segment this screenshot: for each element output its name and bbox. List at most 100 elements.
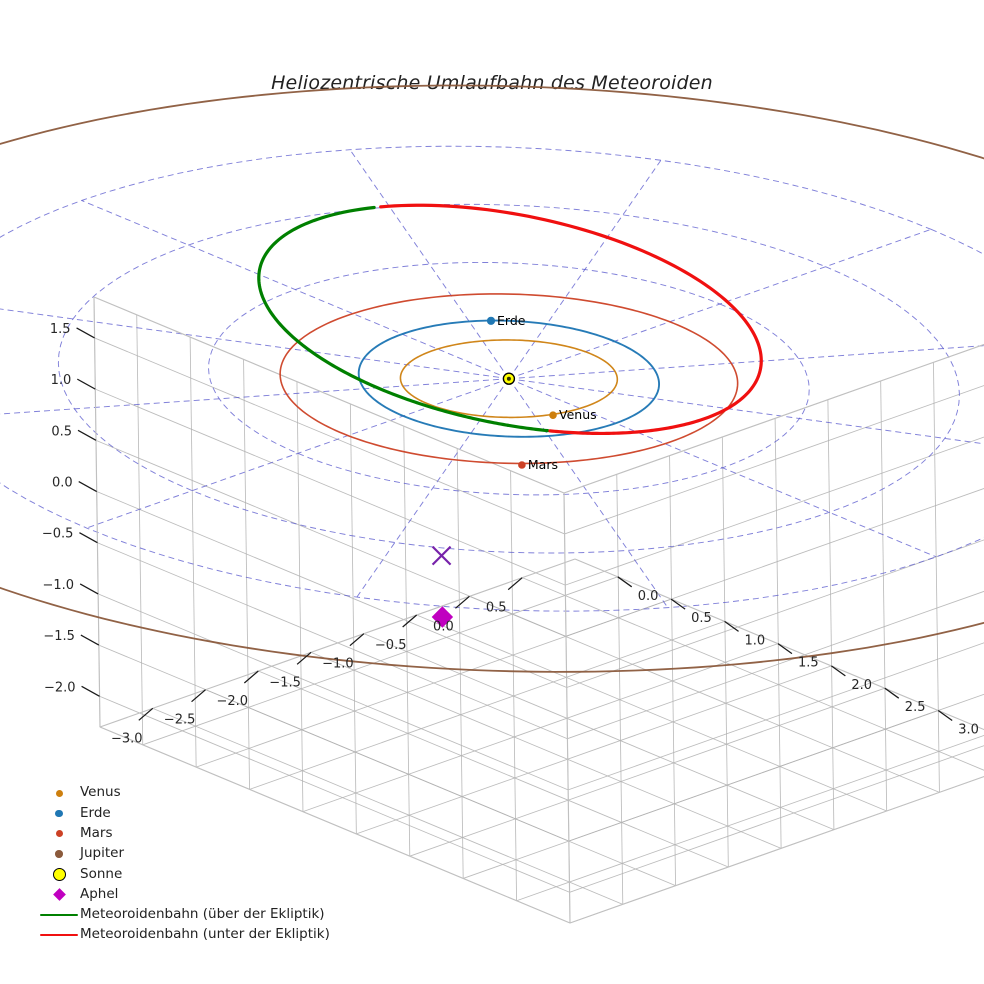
axis-tick-label: −0.5 xyxy=(375,638,407,653)
axis-tick xyxy=(830,665,846,677)
chart-legend: Venus Erde Mars Jupiter Sonne Aphel Meteoroide… xyxy=(38,783,330,945)
marker-mars[interactable] xyxy=(518,461,526,469)
legend-dot-marker xyxy=(55,789,63,797)
legend-line-swatch xyxy=(40,934,78,937)
axis-tick xyxy=(670,598,686,610)
axis-tick-label: −2.5 xyxy=(164,713,196,728)
legend-item[interactable]: Venus xyxy=(38,783,330,803)
marker-aphelion[interactable] xyxy=(431,606,454,628)
axis-tick xyxy=(777,643,793,655)
legend-marker-key xyxy=(38,809,80,818)
planet-orbit-path xyxy=(357,319,661,438)
polar-grid-line xyxy=(508,159,662,379)
marker-erde[interactable] xyxy=(486,316,496,325)
axis-tick xyxy=(937,709,953,721)
axis-tick xyxy=(884,687,900,699)
axes-panes xyxy=(93,296,984,924)
axis-tick-label: 0.5 xyxy=(51,424,72,439)
body-markers: Venus Erde Mars xyxy=(431,313,597,628)
axis-tick-label: 0.5 xyxy=(691,611,712,626)
marker-venus[interactable] xyxy=(549,411,557,420)
chart-title: Heliozentrische Umlaufbahn des Meteoroid… xyxy=(271,72,713,94)
axis-tick xyxy=(296,651,312,665)
axis-tick xyxy=(76,327,95,339)
legend-item-label: Venus xyxy=(80,784,121,801)
legend-item-label: Meteoroidenbahn (unter der Ekliptik) xyxy=(80,926,330,943)
axis-tick xyxy=(724,620,739,632)
legend-marker-key xyxy=(38,789,80,797)
legend-item-label: Meteoroidenbahn (über der Ekliptik) xyxy=(80,906,325,923)
axis-tick-label: 3.0 xyxy=(958,723,979,738)
meteoroid-orbit-above-ecliptic xyxy=(506,423,550,433)
axis-tick-label: −1.0 xyxy=(322,657,354,672)
axis-tick-label: 1.0 xyxy=(745,633,766,648)
polar-grid-line xyxy=(508,378,937,558)
polar-grid-line xyxy=(508,345,984,380)
legend-diamond-marker xyxy=(52,888,66,901)
legend-item[interactable]: Meteoroidenbahn (über der Ekliptik) xyxy=(38,905,330,925)
legend-line-swatch xyxy=(40,913,78,917)
polar-grid-line xyxy=(356,378,510,598)
axis-tick-label: 0.5 xyxy=(486,601,507,616)
legend-marker-key xyxy=(38,830,80,838)
legend-line-key xyxy=(38,913,80,917)
legend-line-key xyxy=(38,934,80,937)
axis-tick xyxy=(617,576,633,588)
legend-item-label: Jupiter xyxy=(80,845,125,862)
legend-item[interactable]: Erde xyxy=(38,803,330,823)
axis-tick xyxy=(81,685,100,697)
meteoroid-orbit-below-ecliptic xyxy=(379,203,763,436)
body-label-venus: Venus xyxy=(559,407,597,422)
axis-tick xyxy=(138,707,154,721)
legend-item[interactable]: Sonne xyxy=(38,864,330,884)
legend-item[interactable]: Aphel xyxy=(38,884,330,904)
axis-tick xyxy=(79,532,98,544)
legend-dot-marker xyxy=(55,809,63,818)
axis-tick-label: 1.0 xyxy=(51,373,72,388)
legend-item-label: Sonne xyxy=(80,865,123,882)
polar-grid-line xyxy=(0,378,509,415)
axis-tick xyxy=(79,583,99,595)
axis-tick xyxy=(402,614,418,628)
legend-item[interactable]: Jupiter xyxy=(38,844,330,864)
legend-item-label: Aphel xyxy=(80,885,119,902)
polar-grid-line xyxy=(0,145,984,612)
polar-grid-line xyxy=(0,308,509,380)
meteoroid-orbit-above-ecliptic xyxy=(257,205,510,427)
legend-item[interactable]: Mars xyxy=(38,824,330,844)
axis-tick-label: −2.0 xyxy=(217,694,249,709)
axis-tick xyxy=(80,634,100,646)
marker-ascending-node xyxy=(431,545,452,566)
axis-tick xyxy=(455,595,470,609)
axis-tick xyxy=(191,689,206,703)
planet-orbit-path xyxy=(399,339,619,419)
axis-tick xyxy=(77,429,97,441)
polar-grid-line xyxy=(81,200,510,380)
axis-tick-label: −2.0 xyxy=(44,680,76,695)
tick-labels: −3.0 −2.5 −2.0 −1.5 −1.0 −0.5 0.0 0.5 0.0 0.5 1.0 1… xyxy=(42,322,979,746)
axis-tick-label: 0.0 xyxy=(638,589,659,604)
orbit-curves xyxy=(0,84,984,673)
axis-pane xyxy=(563,343,984,924)
body-label-mars: Mars xyxy=(528,457,558,472)
axis-tick-label: 2.0 xyxy=(851,678,872,693)
axis-tick-label: −3.0 xyxy=(111,731,143,746)
legend-item-label: Erde xyxy=(80,804,111,821)
axis-tick-label: 2.5 xyxy=(905,700,926,715)
legend-item[interactable]: Meteoroidenbahn (unter der Ekliptik) xyxy=(38,925,330,945)
axis-tick-label: −0.5 xyxy=(42,527,74,542)
axis-tick-label: −1.0 xyxy=(43,578,75,593)
axis-tick xyxy=(507,577,523,591)
axis-tick-label: 0.0 xyxy=(433,619,454,634)
legend-marker-key xyxy=(38,850,80,858)
legend-item-label: Mars xyxy=(80,824,113,841)
axis-tick xyxy=(76,378,96,390)
legend-dot-marker xyxy=(55,850,63,858)
polar-grid-line xyxy=(508,378,984,445)
axis-tick-label: 0.0 xyxy=(52,476,73,491)
legend-marker-key xyxy=(38,867,80,881)
polar-grid-line xyxy=(508,378,669,608)
body-label-erde: Erde xyxy=(497,313,526,328)
axis-tick-label: −1.5 xyxy=(269,675,301,690)
